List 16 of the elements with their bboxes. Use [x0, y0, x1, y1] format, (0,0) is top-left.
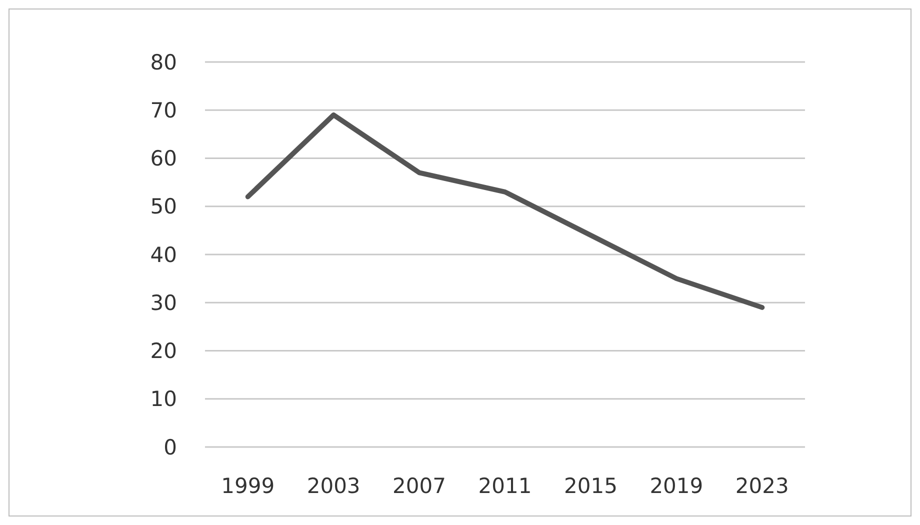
y-tick-label: 80: [150, 50, 177, 74]
x-tick-label: 2019: [650, 474, 704, 498]
x-tick-label: 1999: [221, 474, 275, 498]
x-tick-label: 2023: [735, 474, 789, 498]
y-tick-label: 20: [150, 339, 177, 364]
y-tick-label: 10: [150, 387, 177, 412]
y-tick-label: 30: [150, 290, 177, 315]
x-tick-label: 2007: [392, 474, 446, 498]
y-tick-label: 40: [150, 242, 177, 267]
y-tick-label: 70: [150, 98, 177, 122]
y-tick-label: 60: [150, 146, 177, 171]
y-tick-label: 0: [164, 435, 177, 460]
x-tick-label: 2015: [564, 474, 618, 498]
x-tick-label: 2003: [306, 474, 360, 498]
y-tick-label: 50: [150, 194, 177, 219]
x-tick-label: 2011: [478, 474, 532, 498]
